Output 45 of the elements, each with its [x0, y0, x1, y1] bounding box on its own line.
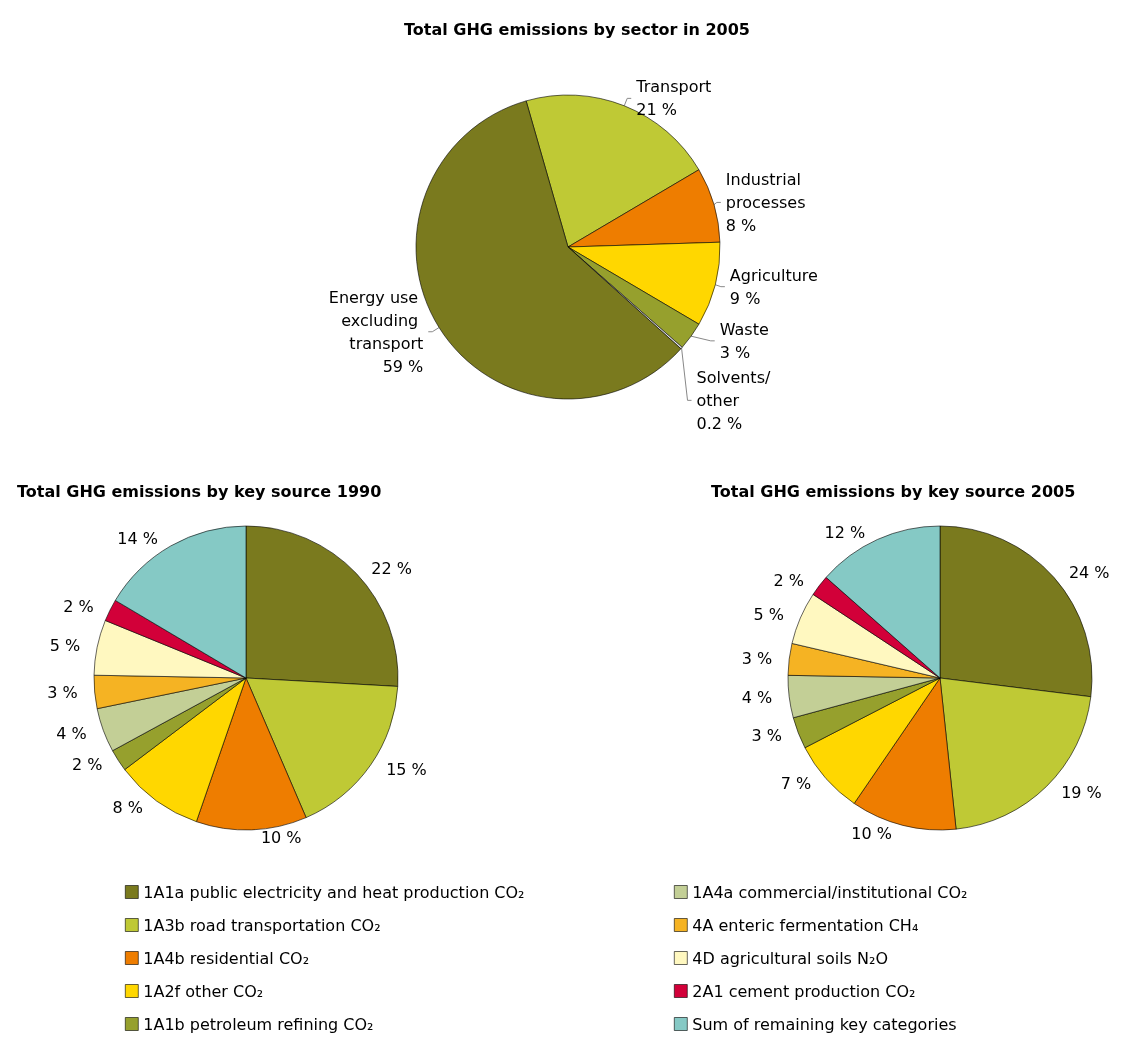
data-label: 24 % — [1068, 562, 1110, 582]
slice-label: Industrial processes — [725, 169, 806, 212]
data-label: 2 % — [63, 597, 94, 617]
data-label: 10 % — [851, 823, 892, 843]
chart-title: Total GHG emissions by key source 1990 — [17, 481, 382, 501]
data-label: 0.2 % — [696, 413, 743, 433]
legend-label: 1A1a public electricity and heat production CO₂ — [143, 882, 525, 902]
data-label: 2 % — [773, 571, 804, 591]
data-label: 14 % — [117, 529, 158, 549]
legend-label: 1A2f other CO₂ — [143, 981, 264, 1001]
chart-title: Total GHG emissions by sector in 2005 — [404, 19, 750, 39]
data-label: 4 % — [741, 688, 773, 708]
data-label: 3 % — [47, 683, 78, 703]
data-label: 5 % — [753, 605, 784, 625]
legend-label: 1A1b petroleum refining CO₂ — [143, 1014, 374, 1034]
data-label: 2 % — [72, 755, 103, 775]
legend-label: 4D agricultural soils N₂O — [692, 948, 888, 968]
data-label: 19 % — [1061, 782, 1102, 802]
data-label: 7 % — [780, 774, 812, 794]
data-label: 4 % — [56, 723, 87, 743]
legend-label: 1A4b residential CO₂ — [143, 948, 310, 968]
legend-label: 1A4a commercial/institutional CO₂ — [692, 882, 968, 902]
data-label: 3 % — [741, 648, 773, 668]
data-label: 12 % — [824, 522, 866, 542]
chart-title: Total GHG emissions by key source 2005 — [711, 481, 1076, 501]
data-label: 3 % — [719, 342, 751, 362]
data-label: 22 % — [371, 558, 412, 578]
data-label: 3 % — [751, 726, 782, 746]
slice-label: Waste — [719, 319, 769, 339]
data-label: 15 % — [386, 760, 427, 780]
slice-label: Solvents/ other — [696, 367, 776, 410]
slice-label: Transport — [635, 77, 712, 97]
data-label: 59 % — [382, 356, 424, 376]
legend-label: 4A enteric fermentation CH₄ — [692, 915, 919, 935]
legend-label: 2A1 cement production CO₂ — [692, 981, 916, 1001]
data-label: 8 % — [112, 797, 143, 817]
data-label: 5 % — [49, 636, 81, 656]
data-label: 9 % — [729, 288, 761, 308]
slice-label: Energy use excluding transport — [328, 287, 424, 353]
data-label: 8 % — [725, 215, 757, 235]
data-label: 10 % — [260, 828, 302, 848]
legend-label: 1A3b road transportation CO₂ — [143, 915, 381, 935]
legend-label: Sum of remaining key categories — [692, 1014, 957, 1034]
data-label: 21 % — [636, 100, 677, 120]
slice-label: Agriculture — [729, 265, 818, 285]
